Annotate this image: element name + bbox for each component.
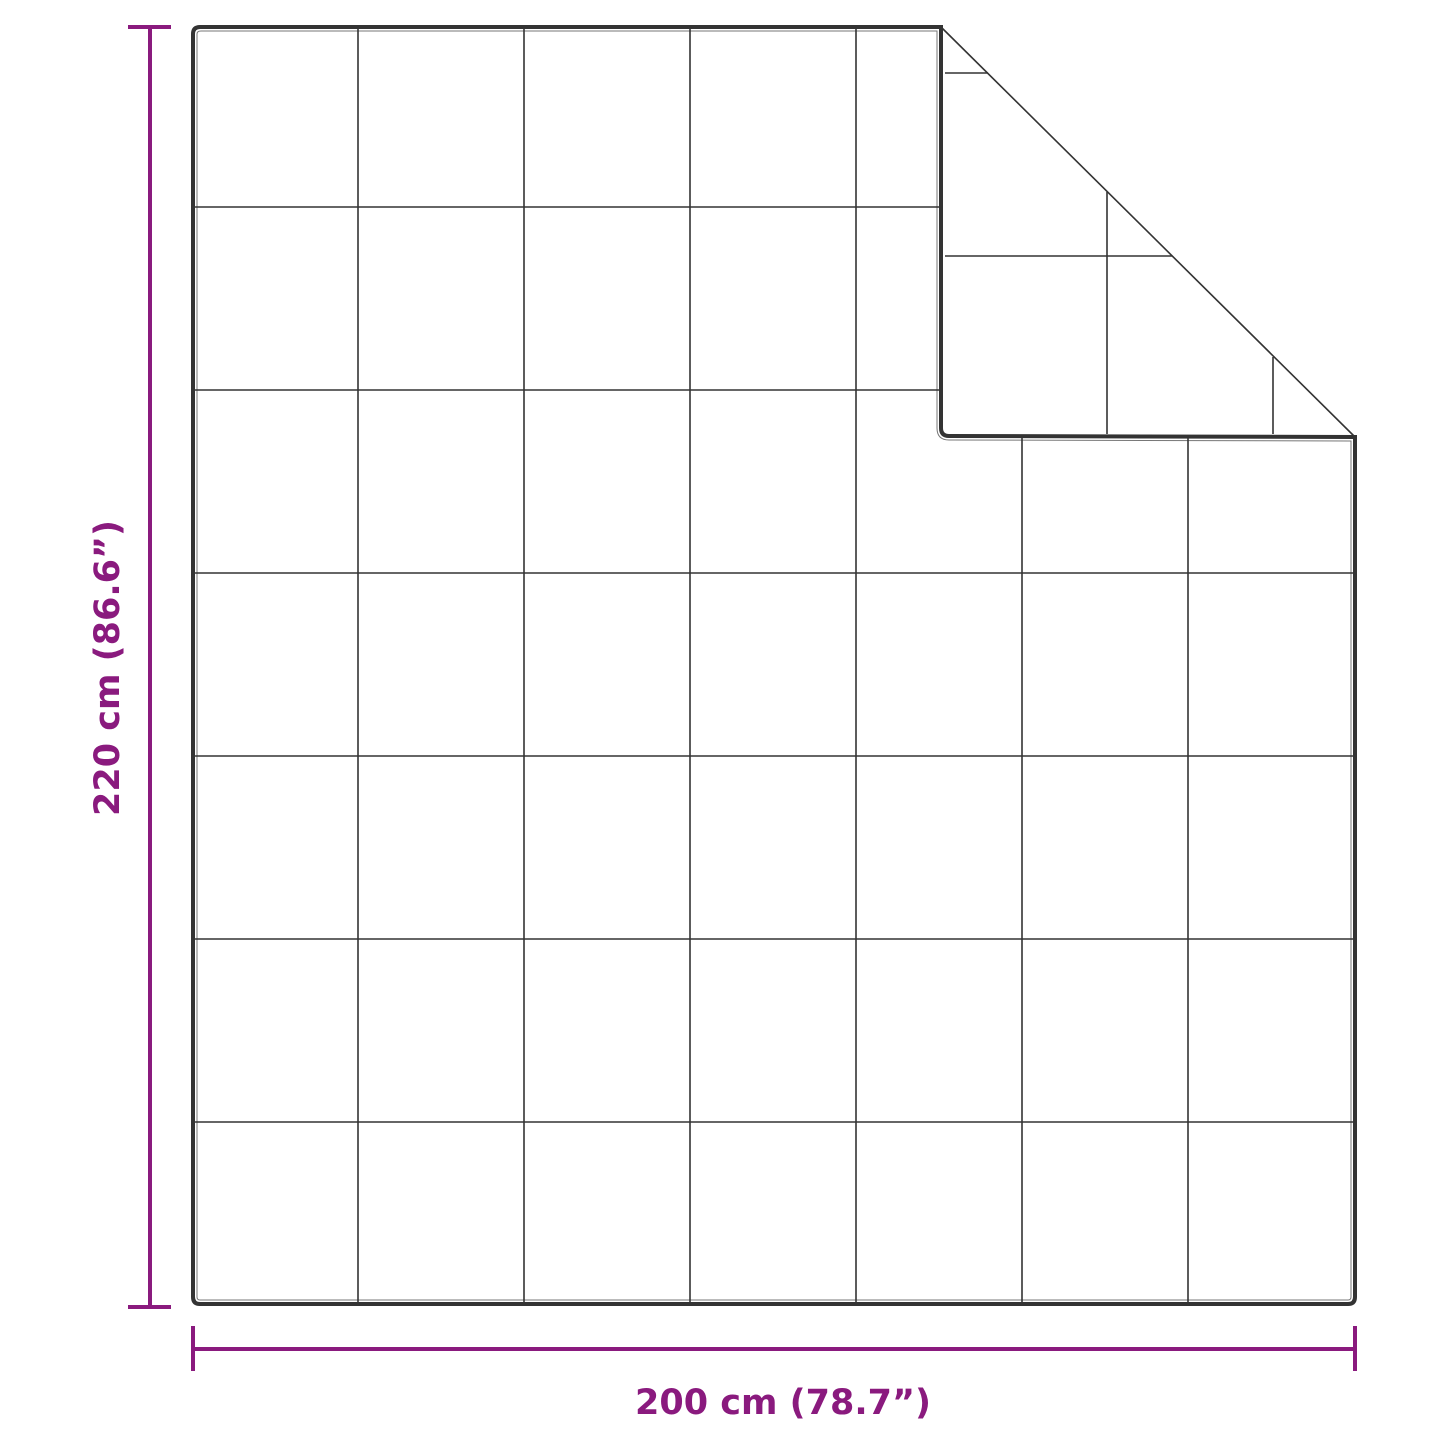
height-label: 220 cm (86.6”) <box>88 520 128 816</box>
fold-diagonal <box>940 26 1356 438</box>
width-label: 200 cm (78.7”) <box>635 1383 931 1423</box>
quilt-stitch-grid <box>195 29 1353 1302</box>
blanket-border-inner <box>196 30 1352 1301</box>
blanket-border <box>191 25 1357 1306</box>
folded-corner <box>940 26 1356 438</box>
dimension-lines <box>128 25 1357 1371</box>
blanket-outline <box>191 25 1357 1306</box>
